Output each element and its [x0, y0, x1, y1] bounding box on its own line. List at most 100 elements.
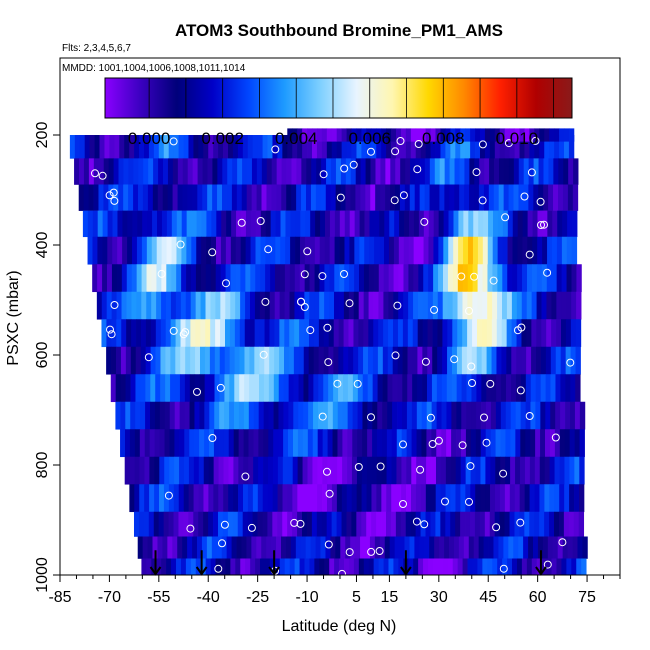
heatmap-cell [549, 429, 556, 458]
heatmap-cell [559, 456, 565, 485]
heatmap-cell [348, 346, 354, 375]
heatmap-cell [579, 456, 585, 485]
heatmap-cell [388, 291, 394, 320]
heatmap-cell [302, 429, 309, 458]
heatmap-cell [485, 429, 492, 458]
heatmap-cell [307, 456, 313, 485]
heatmap-cell [272, 511, 278, 537]
heatmap-cell [539, 456, 546, 485]
heatmap-cell [326, 484, 333, 513]
heatmap-cell [561, 291, 567, 320]
heatmap-cell [520, 429, 526, 458]
heatmap-cell [535, 401, 541, 430]
heatmap-cell [138, 158, 144, 185]
heatmap-cell [488, 536, 494, 559]
heatmap-cell [454, 158, 460, 185]
heatmap-cell [185, 346, 191, 375]
heatmap-cell [566, 264, 572, 293]
heatmap-cell [277, 484, 283, 513]
heatmap-cell [97, 210, 104, 238]
heatmap-cell [112, 210, 118, 238]
heatmap-cell [510, 429, 516, 458]
heatmap-cell [315, 184, 322, 211]
heatmap-cell [182, 536, 188, 559]
heatmap-cell [537, 536, 544, 559]
heatmap-cell [229, 374, 235, 403]
heatmap-cell [543, 184, 549, 211]
heatmap-cell [439, 536, 445, 559]
heatmap-cell [393, 291, 399, 320]
heatmap-cell [357, 429, 363, 458]
heatmap-cell [560, 346, 567, 375]
heatmap-cell [575, 374, 581, 403]
heatmap-cell [254, 291, 261, 320]
profile-arrow [195, 550, 208, 576]
heatmap-cell [195, 264, 202, 293]
heatmap-cell [229, 319, 236, 348]
heatmap-cell [245, 264, 251, 293]
sample-point [106, 325, 114, 334]
heatmap-cell [501, 319, 508, 348]
heatmap-cell [304, 291, 310, 320]
heatmap-cell [256, 184, 262, 211]
heatmap-cell [308, 346, 315, 375]
heatmap-cell [107, 264, 113, 293]
heatmap-cell [444, 184, 450, 211]
heatmap-cell [530, 429, 536, 458]
heatmap-cell [255, 264, 261, 293]
heatmap-cell [483, 536, 489, 559]
heatmap-cell [146, 264, 152, 293]
x-tick-label: -85 [48, 589, 71, 606]
sample-point [420, 520, 429, 529]
x-axis: -85 -70 -55 -40 -25 -10 5 15 30 45 60 75 [48, 575, 621, 606]
heatmap-cell [360, 536, 366, 559]
heatmap-cell [139, 429, 146, 458]
heatmap-cell [413, 236, 419, 265]
heatmap-cell [166, 264, 172, 293]
heatmap-cell [434, 158, 441, 185]
heatmap-cell [341, 511, 347, 537]
heatmap-cell [566, 236, 573, 265]
heatmap-cell [274, 291, 281, 320]
heatmap-cell [238, 401, 245, 430]
heatmap-cell [141, 291, 147, 320]
heatmap-cell [523, 536, 529, 559]
heatmap-cell [82, 210, 89, 238]
heatmap-cell [353, 319, 359, 348]
heatmap-cell [152, 536, 158, 559]
heatmap-cell [318, 346, 324, 375]
heatmap-cell [186, 264, 192, 293]
heatmap-cell [356, 128, 362, 142]
heatmap-cell [191, 264, 197, 293]
heatmap-cell [431, 374, 438, 403]
heatmap-cell [496, 319, 503, 348]
heatmap-cell [401, 484, 407, 513]
heatmap-cell [378, 558, 384, 575]
heatmap-cell [148, 135, 155, 159]
heatmap-cell [254, 346, 260, 375]
heatmap-cell [562, 184, 569, 211]
heatmap-cell [453, 536, 460, 559]
heatmap-cell [189, 374, 196, 403]
sample-point [300, 303, 309, 311]
heatmap-cell [359, 210, 365, 238]
heatmap-cell [190, 558, 197, 575]
heatmap-cell [522, 264, 528, 293]
heatmap-cell [204, 429, 210, 458]
heatmap-cell [293, 374, 299, 403]
heatmap-cell [358, 558, 365, 575]
heatmap-cell [492, 558, 498, 575]
sample-point [390, 196, 399, 205]
heatmap-cell [410, 135, 417, 159]
heatmap-cell [437, 558, 444, 575]
heatmap-cell [374, 236, 380, 265]
heatmap-cell [481, 374, 487, 403]
heatmap-cell [453, 210, 459, 238]
heatmap-cell [400, 158, 406, 185]
sample-point [336, 193, 345, 202]
heatmap-cell [508, 158, 515, 185]
heatmap-cell [386, 135, 392, 159]
heatmap-cell [415, 128, 422, 142]
heatmap-cell [440, 511, 446, 537]
